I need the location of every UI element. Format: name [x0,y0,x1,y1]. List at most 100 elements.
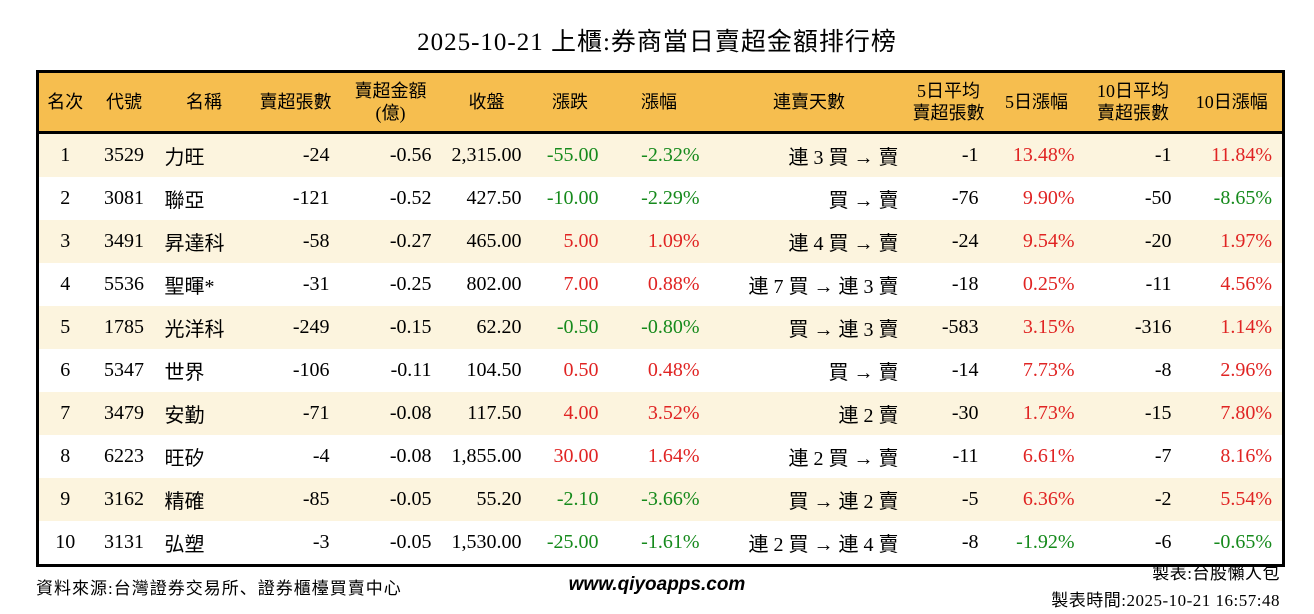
table-cell: 5.54% [1220,488,1272,510]
table-cell: -106 [292,359,330,381]
column-header: 名稱 [156,71,252,134]
table-cell: 買 → 賣 [828,190,899,212]
table-cell: 5347 [104,359,144,381]
table-cell: 3491 [104,230,144,252]
table-row: 4 5536 聖暉* -31 -0.25 802.00 7.00 0.88% 連 7 買 → 連… [37,263,1284,306]
table-cell: 3.52% [647,402,700,424]
table-cell: 1.73% [1022,402,1075,424]
table-cell: -85 [302,488,330,510]
table-cell: 光洋科 [164,319,225,341]
table-cell: 連 2 買 → 賣 [788,448,899,470]
table-cell: -0.56 [389,144,432,166]
table-cell: -24 [302,144,330,166]
table-cell: 連 4 買 → 賣 [788,233,899,255]
table-cell: -76 [951,187,979,209]
table-cell: 2,315.00 [451,144,522,166]
table-cell: 7 [60,402,71,424]
table-cell: 802.00 [466,273,522,295]
table-cell: 3081 [104,187,144,209]
table-cell: -71 [302,402,330,424]
column-header: 賣超金額 (億) [339,71,442,134]
column-header: 賣超張數 [251,71,340,134]
table-row: 10 3131 弘塑 -3 -0.05 1,530.00 -25.00 -1.61% 連 2 買… [37,521,1284,566]
table-cell: 弘塑 [164,534,205,556]
table-cell: 昇達科 [164,233,225,255]
table-cell: 8.16% [1220,445,1272,467]
table-cell: -0.15 [389,316,432,338]
table-cell: 1,855.00 [451,445,522,467]
column-header: 5日平均 賣超張數 [908,71,989,134]
table-row: 9 3162 精確 -85 -0.05 55.20 -2.10 -3.66% 買 → 連 2 賣… [37,478,1284,521]
column-header: 收盤 [441,71,532,134]
table-cell: 7.80% [1220,402,1272,424]
table-cell: -8 [1154,359,1172,381]
table-cell: -2.10 [556,488,599,510]
table-cell: -4 [312,445,330,467]
table-cell: -20 [1144,230,1172,252]
column-header: 連賣天數 [709,71,909,134]
table-cell: -1.61% [641,531,700,553]
column-header: 10日平均 賣超張數 [1084,71,1182,134]
table-cell: 6223 [104,445,144,467]
table-cell: -3.66% [641,488,700,510]
table-cell: 1 [60,144,71,166]
table-row: 7 3479 安勤 -71 -0.08 117.50 4.00 3.52% 連 2 賣 -30 1.… [37,392,1284,435]
table-cell: -0.11 [390,359,432,381]
table-cell: -55.00 [546,144,599,166]
table-cell: -14 [951,359,979,381]
table-cell: 1.14% [1220,316,1272,338]
table-cell: -2.29% [641,187,700,209]
table-cell: 9.54% [1022,230,1075,252]
table-cell: 4 [60,273,71,295]
table-cell: 30.00 [553,445,599,467]
table-cell: -0.05 [389,531,432,553]
table-cell: 55.20 [476,488,522,510]
table-cell: 6.36% [1022,488,1075,510]
table-cell: 9 [60,488,71,510]
table-cell: 9.90% [1022,187,1075,209]
table-cell: -0.25 [389,273,432,295]
table-cell: -3 [312,531,330,553]
table-cell: 7.00 [563,273,599,295]
table-cell: 3479 [104,402,144,424]
table-cell: -1 [961,144,979,166]
table-cell: -2.32% [641,144,700,166]
table-cell: 465.00 [466,230,522,252]
table-cell: 0.50 [563,359,599,381]
table-cell: -249 [292,316,330,338]
table-cell: -583 [941,316,979,338]
table-cell: -58 [302,230,330,252]
table-cell: -5 [961,488,979,510]
table-header-row: 名次 代號 名稱 賣超張數 賣超金額 (億) 收盤 漲跌 漲幅 連賣天數 5日平均 賣超張數 5日漲幅 1… [37,71,1284,134]
table-cell: 5.00 [563,230,599,252]
table-row: 2 3081 聯亞 -121 -0.52 427.50 -10.00 -2.29% 買 → 賣 -… [37,177,1284,220]
column-header: 漲跌 [531,71,609,134]
table-cell: 5 [60,316,71,338]
table-cell: 7.73% [1022,359,1075,381]
table-cell: 精確 [164,491,205,513]
table-cell: -0.50 [556,316,599,338]
table-cell: 買 → 連 2 賣 [788,491,899,513]
table-cell: -1 [1154,144,1172,166]
table-cell: -8 [961,531,979,553]
table-row: 5 1785 光洋科 -249 -0.15 62.20 -0.50 -0.80% 買 → 連 3… [37,306,1284,349]
table-cell: 旺矽 [164,448,205,470]
table-cell: -7 [1154,445,1172,467]
table-cell: -0.27 [389,230,432,252]
page-title: 2025-10-21 上櫃:券商當日賣超金額排行榜 [417,29,897,56]
table-cell: 0.88% [647,273,700,295]
table-cell: -8.65% [1213,187,1272,209]
table-cell: 世界 [164,362,205,384]
column-header: 10日漲幅 [1181,71,1284,134]
generated-time-label: 製表時間:2025-10-21 16:57:48 [1051,591,1280,610]
table-cell: 62.20 [476,316,522,338]
table-cell: 5536 [104,273,144,295]
table-cell: -0.80% [641,316,700,338]
table-cell: 1.64% [647,445,700,467]
table-cell: -2 [1154,488,1172,510]
credits-block: 製表:台股懶人包 製表時間:2025-10-21 16:57:48 [1051,560,1280,614]
column-header: 5日漲幅 [988,71,1085,134]
table-cell: 連 2 賣 [838,405,899,427]
table-cell: 3 [60,230,71,252]
table-row: 8 6223 旺矽 -4 -0.08 1,855.00 30.00 1.64% 連 2 買 → … [37,435,1284,478]
